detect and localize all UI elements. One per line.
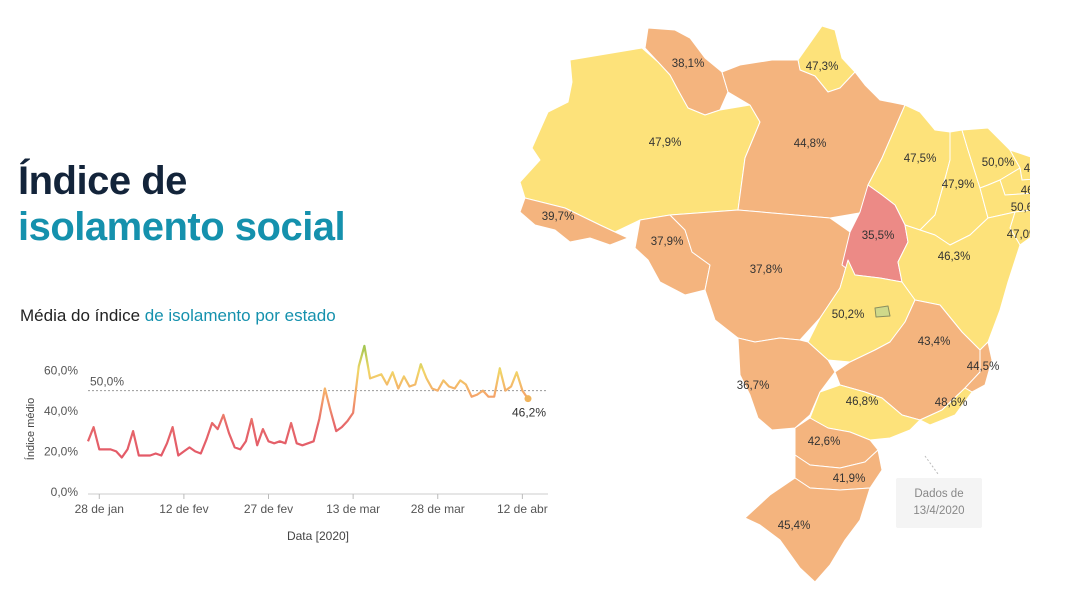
state-rj[interactable] — [919, 387, 973, 426]
state-value-label-sp: 46,8% — [846, 396, 879, 408]
state-value-label-mt: 37,8% — [750, 264, 783, 276]
state-value-label-al: 47,0% — [1007, 229, 1030, 241]
state-value-label-go: 50,2% — [832, 309, 865, 321]
state-value-label-am: 47,9% — [649, 137, 682, 149]
state-value-label-sc: 41,9% — [833, 473, 866, 485]
state-ac[interactable] — [519, 197, 629, 246]
state-value-label-ro: 37,9% — [651, 236, 684, 248]
state-es[interactable] — [964, 341, 993, 393]
state-df[interactable] — [874, 305, 891, 318]
data-date-label-line-2: 13/4/2020 — [913, 505, 965, 517]
state-value-label-ac: 39,7% — [542, 211, 575, 223]
page-title: Índice de isolamento social — [18, 158, 346, 250]
x-tick-label: 13 de mar — [326, 502, 380, 516]
state-value-label-ap: 47,3% — [806, 61, 839, 73]
state-value-label-ba: 46,3% — [938, 251, 971, 263]
x-axis-title: Data [2020] — [287, 529, 349, 543]
state-value-label-to: 35,5% — [862, 230, 895, 242]
data-date-note: Dados de 13/4/2020 — [896, 478, 982, 528]
y-tick-label: 60,0% — [44, 363, 78, 377]
y-tick-label: 20,0% — [44, 444, 78, 458]
state-rs[interactable] — [744, 477, 871, 583]
state-value-label-es: 44,5% — [967, 361, 1000, 373]
state-value-label-pb: 46,8% — [1021, 185, 1030, 197]
state-value-label-rn: 47,2% — [1024, 163, 1030, 175]
y-tick-label: 40,0% — [44, 404, 78, 418]
x-tick-label: 28 de mar — [411, 502, 465, 516]
data-date-label-line-1: Dados de — [914, 488, 964, 500]
subtitle-part-1: Média do índice — [20, 306, 145, 325]
last-data-point — [524, 395, 532, 403]
state-value-label-pr: 42,6% — [808, 436, 841, 448]
reference-line-label: 50,0% — [90, 375, 124, 389]
state-value-label-ms: 36,7% — [737, 380, 770, 392]
state-value-label-pa: 44,8% — [794, 138, 827, 150]
x-tick-label: 27 de fev — [244, 502, 293, 516]
x-tick-label: 12 de abr — [497, 502, 548, 516]
subtitle-part-2: de isolamento por estado — [144, 306, 336, 325]
state-value-label-mg: 43,4% — [918, 336, 951, 348]
y-tick-label: 0,0% — [51, 485, 79, 499]
isolation-series-line — [86, 344, 529, 459]
state-value-label-ce: 50,0% — [982, 157, 1015, 169]
state-value-label-rj: 48,6% — [935, 397, 968, 409]
title-line-2: isolamento social — [18, 205, 346, 249]
x-tick-label: 28 de jan — [75, 502, 124, 516]
chart-subtitle: Média do índice de isolamento por estado — [20, 306, 336, 326]
state-value-label-pi: 47,9% — [942, 179, 975, 191]
isolation-line-chart: 0,0% 20,0% 40,0% 60,0% 28 de jan 12 de fev 27 … — [24, 344, 548, 543]
x-tick-label: 12 de fev — [159, 502, 208, 516]
y-axis-title: Índice médio — [24, 398, 37, 460]
state-value-label-rs: 45,4% — [778, 520, 811, 532]
title-line-1: Índice de — [18, 159, 187, 203]
state-rn[interactable] — [1009, 149, 1030, 181]
state-value-label-ma: 47,5% — [904, 153, 937, 165]
last-value-label: 46,2% — [512, 406, 546, 420]
brazil-state-map: 38,1% 47,3% 47,9% 44,8% 47,5% 50,0% 47,2% 46,8%… — [519, 25, 1030, 583]
state-value-label-rr: 38,1% — [672, 58, 705, 70]
state-value-label-pe: 50,6% — [1011, 202, 1030, 214]
